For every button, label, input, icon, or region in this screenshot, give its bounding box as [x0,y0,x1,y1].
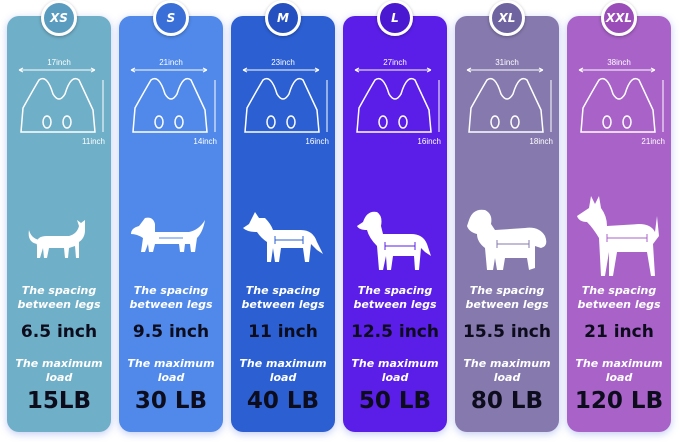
height-label: 11inch [82,137,105,146]
spacing-value: 6.5 inch [20,322,98,342]
harness-diagram [578,67,664,133]
load-label: The maximum load [351,357,439,384]
load-value: 120 LB [574,388,664,414]
size-badge: S [153,0,189,36]
spacing-value: 12.5 inch [351,322,439,342]
width-label: 31inch [495,58,519,67]
load-label: The maximum load [127,357,215,384]
retriever-icon [357,211,431,270]
cat-icon [28,220,85,258]
size-badge: XL [489,0,525,36]
size-card-s: S 21inch 14inch The spacing between legs… [119,0,223,432]
size-card-xs: XS 17inch 11inch The spacing between leg… [7,0,111,432]
spacing-label: The spacing between legs [129,284,213,311]
load-value: 40 LB [246,388,320,414]
dachshund-icon [131,217,205,252]
load-label: The maximum load [239,357,327,384]
height-label: 21inch [641,137,665,146]
load-value: 80 LB [470,388,544,414]
long-hair-dog-icon [467,209,547,270]
size-card-l: L 27inch 16inch The spacing between legs… [343,0,447,432]
spacing-value: 15.5 inch [463,322,551,342]
spacing-label: The spacing between legs [465,284,549,311]
load-label: The maximum load [463,357,551,384]
load-label: The maximum load [575,357,663,384]
height-label: 18inch [529,137,553,146]
harness-diagram [354,67,440,133]
height-label: 14inch [193,137,217,146]
spacing-label: The spacing between legs [241,284,325,311]
load-value: 30 LB [134,388,208,414]
size-card-xl: XL 31inch 18inch The spacing between leg… [455,0,559,432]
height-label: 16inch [305,137,329,146]
size-badge: M [265,0,301,36]
load-value: 50 LB [358,388,432,414]
harness-diagram [18,67,104,133]
harness-diagram [242,67,328,133]
size-badge: XS [41,0,77,36]
width-label: 17inch [47,58,71,67]
spacing-value: 21 inch [584,322,654,342]
size-badge: XXL [601,0,637,36]
height-label: 16inch [417,137,441,146]
spacing-label: The spacing between legs [577,284,661,311]
size-badge: L [377,0,413,36]
load-value: 15LB [26,388,92,414]
harness-diagram [466,67,552,133]
width-label: 21inch [159,58,183,67]
width-label: 38inch [607,58,631,67]
harness-diagram [130,67,216,133]
spacing-label: The spacing between legs [353,284,437,311]
spacing-value: 11 inch [248,322,318,342]
size-card-xxl: XXL 38inch 21inch The spacing between le… [567,0,671,432]
width-label: 27inch [383,58,407,67]
doberman-icon [577,196,659,276]
spacing-value: 9.5 inch [132,322,210,342]
size-card-m: M 23inch 16inch The spacing between legs… [231,0,335,432]
medium-dog-icon [243,212,323,262]
load-label: The maximum load [15,357,103,384]
spacing-label: The spacing between legs [17,284,101,311]
width-label: 23inch [271,58,295,67]
